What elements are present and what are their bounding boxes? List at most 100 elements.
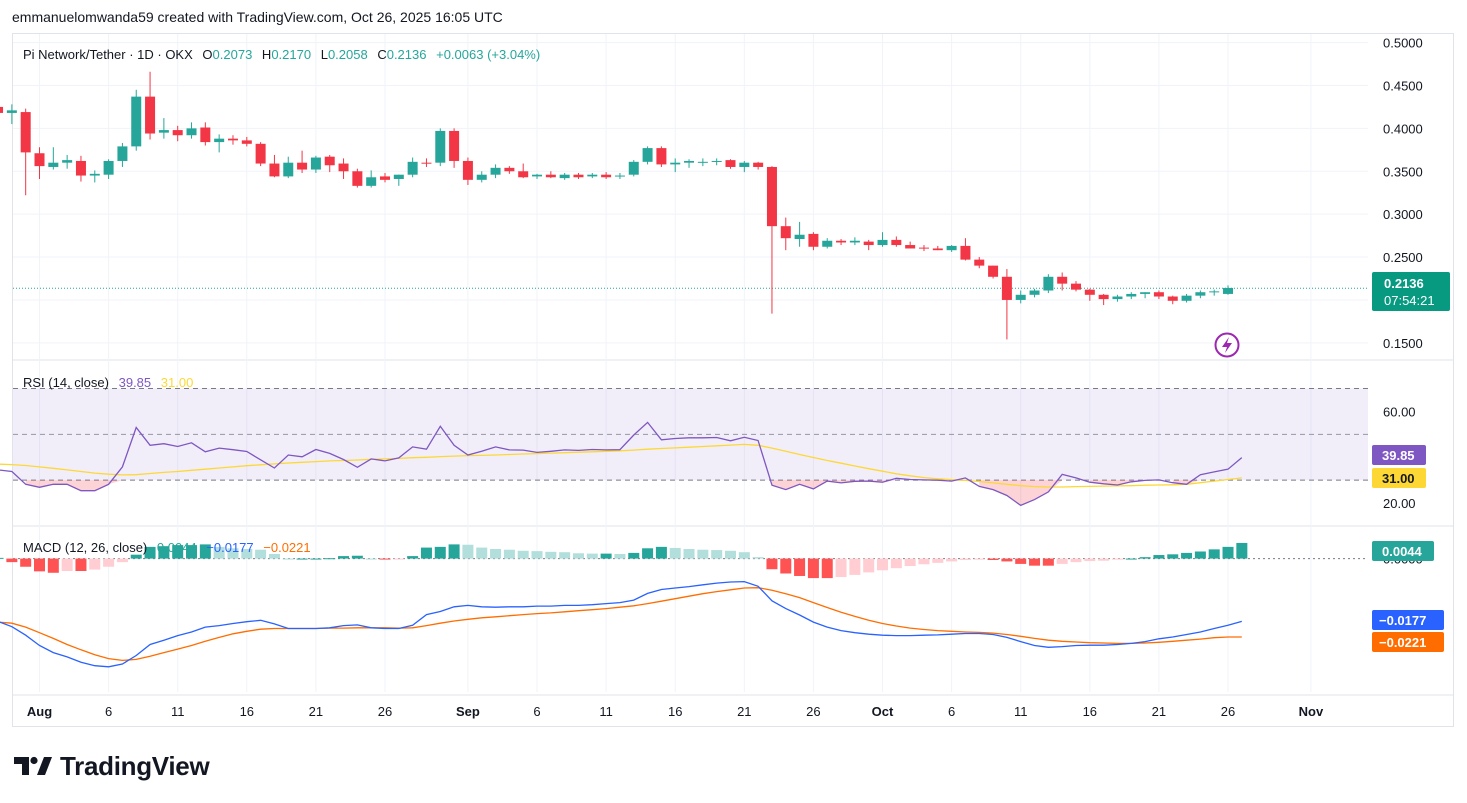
candle-body bbox=[849, 240, 860, 243]
chart-canvas[interactable]: 0.5000 0.4500 0.4000 0.3500 0.3000 0.2500 0.15… bbox=[0, 0, 1467, 740]
high-value: 0.2170 bbox=[271, 47, 311, 62]
time-tick-label: Aug bbox=[27, 704, 52, 719]
rsi-ma-line bbox=[0, 443, 1242, 488]
macd-histogram-bar bbox=[697, 549, 709, 559]
candle-body bbox=[1140, 292, 1151, 294]
candle-body bbox=[6, 110, 17, 113]
price-tick-label: 0.3000 bbox=[1383, 207, 1423, 222]
candle-body bbox=[988, 265, 999, 277]
macd-histogram-bar bbox=[683, 549, 695, 559]
candle-body bbox=[628, 161, 639, 175]
candle-body bbox=[794, 234, 805, 240]
price-axis[interactable]: 0.5000 0.4500 0.4000 0.3500 0.3000 0.2500 0.15… bbox=[1383, 36, 1423, 567]
candle-body bbox=[75, 160, 86, 176]
candle-body bbox=[186, 128, 197, 136]
macd-histogram-bar bbox=[1208, 549, 1220, 559]
close-value: 0.2136 bbox=[387, 47, 427, 62]
macd-histogram-bar bbox=[324, 558, 336, 560]
chart-frame bbox=[12, 33, 1454, 727]
candle-body bbox=[1057, 276, 1068, 284]
time-tick-label: 21 bbox=[309, 704, 323, 719]
macd-histogram-bar bbox=[61, 558, 73, 571]
time-tick-label: 16 bbox=[668, 704, 682, 719]
candle-body bbox=[545, 174, 556, 178]
candle-body bbox=[1043, 276, 1054, 291]
candle-body bbox=[808, 233, 819, 247]
macd-histogram-bar bbox=[904, 558, 916, 567]
indicator-lines bbox=[0, 421, 1243, 668]
candle-body bbox=[1015, 294, 1026, 300]
candle-body bbox=[338, 163, 349, 172]
candle-body bbox=[974, 259, 985, 266]
macd-histogram-bar bbox=[725, 550, 736, 559]
candle-body bbox=[227, 138, 238, 141]
rsi-value-tag: 39.85 bbox=[1372, 445, 1426, 465]
candle-body bbox=[836, 240, 847, 243]
macd-histogram-bar bbox=[1029, 558, 1041, 566]
macd-histogram-bar bbox=[1098, 558, 1110, 561]
time-tick-label: 21 bbox=[1152, 704, 1166, 719]
time-tick-label: 16 bbox=[1083, 704, 1097, 719]
macd-hist-legend-value: 0.0044 bbox=[157, 540, 197, 555]
macd-histogram-bar bbox=[932, 558, 944, 563]
macd-histogram-bar bbox=[199, 544, 211, 559]
time-tick-label: 11 bbox=[171, 704, 185, 719]
rsi-tick-label: 60.00 bbox=[1383, 404, 1416, 419]
macd-histogram-bar bbox=[448, 544, 460, 559]
macd-histogram-bar bbox=[711, 550, 723, 559]
macd-histogram-bar bbox=[642, 548, 654, 559]
signal-tag-value: −0.0221 bbox=[1379, 635, 1426, 650]
candle-body bbox=[670, 162, 681, 165]
candle-body bbox=[393, 174, 404, 179]
macd-histogram-bar bbox=[20, 558, 32, 567]
time-axis[interactable]: Aug 6 11 16 21 26 Sep 6 11 16 21 26 Oct 6 11 16 21 26 Nov bbox=[27, 704, 1324, 719]
macd-histogram-bar bbox=[752, 557, 764, 559]
rsi-background bbox=[13, 388, 1368, 506]
macd-histogram-bar bbox=[434, 546, 446, 559]
candle-body bbox=[918, 247, 929, 249]
macd-histogram-bar bbox=[890, 558, 902, 569]
tradingview-logo[interactable]: TradingView bbox=[14, 748, 210, 784]
macd-histogram-bar bbox=[158, 546, 170, 559]
lightning-alert-icon[interactable] bbox=[1214, 332, 1240, 358]
candle-body bbox=[34, 153, 45, 167]
macd-legend-value: −0.0177 bbox=[206, 540, 253, 555]
macd-hist-tag-value: 0.0044 bbox=[1382, 544, 1423, 559]
macd-histogram-bar bbox=[821, 558, 833, 579]
macd-histogram-bar bbox=[227, 548, 239, 559]
macd-histogram-bar bbox=[462, 544, 474, 559]
time-tick-label: 6 bbox=[105, 704, 112, 719]
macd-histogram-bar bbox=[503, 549, 515, 559]
candle-body bbox=[145, 96, 156, 134]
macd-histogram-bar bbox=[959, 558, 971, 560]
low-value: 0.2058 bbox=[328, 47, 368, 62]
macd-histogram-bar bbox=[669, 547, 681, 559]
macd-histogram-bar bbox=[0, 557, 4, 559]
candle-body bbox=[1098, 294, 1109, 300]
candle-body bbox=[905, 245, 916, 249]
price-tick-label: 0.3500 bbox=[1383, 164, 1423, 179]
macd-histogram-bar bbox=[351, 555, 363, 559]
price-tick-label: 0.4500 bbox=[1383, 78, 1423, 93]
macd-value-tag: −0.0177 bbox=[1372, 610, 1444, 630]
symbol-label: Pi Network/Tether · 1D · OKX bbox=[23, 47, 193, 62]
candle-body bbox=[532, 174, 543, 177]
tradingview-logo-text: TradingView bbox=[60, 750, 210, 781]
candle-body bbox=[1209, 291, 1220, 293]
candle-body bbox=[20, 112, 31, 153]
candle-body bbox=[1181, 295, 1192, 301]
time-tick-label: Sep bbox=[456, 704, 480, 719]
open-value: 0.2073 bbox=[213, 47, 253, 62]
macd-histogram-bar bbox=[531, 551, 543, 559]
time-tick-label: 26 bbox=[1221, 704, 1235, 719]
macd-histogram-bar bbox=[6, 558, 18, 563]
candle-body bbox=[642, 148, 653, 162]
macd-histogram-bar bbox=[34, 558, 45, 572]
macd-histogram-bar bbox=[1125, 558, 1137, 560]
macd-histogram-bar bbox=[614, 553, 626, 559]
rsi-oversold-fill bbox=[25, 480, 123, 491]
macd-histogram-bar bbox=[1111, 558, 1123, 560]
macd-histogram-bar bbox=[973, 558, 985, 560]
time-tick-label: 11 bbox=[599, 704, 613, 719]
time-tick-label: Nov bbox=[1299, 704, 1324, 719]
